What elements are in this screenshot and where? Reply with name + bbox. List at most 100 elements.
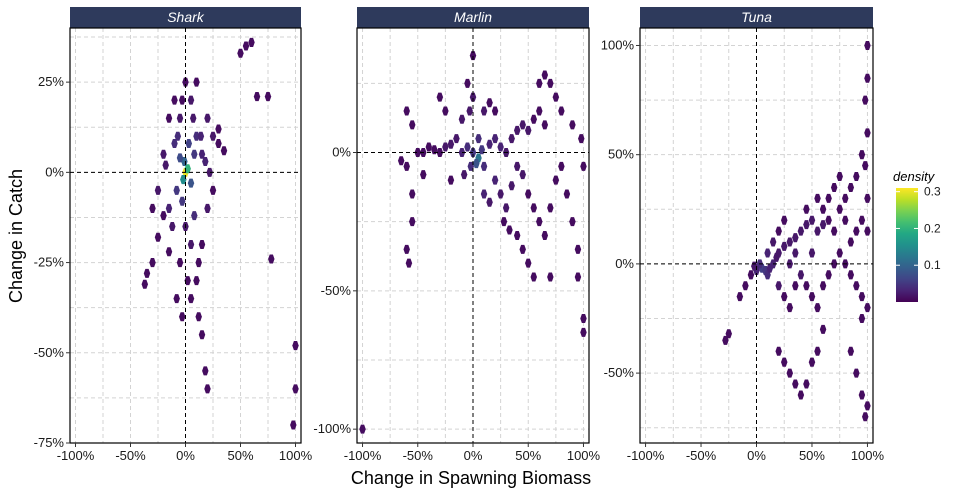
y-tick-label: 50% xyxy=(608,147,634,162)
legend-tick-label: 0.3 xyxy=(924,185,941,199)
hex-bin xyxy=(409,120,416,130)
hex-bin xyxy=(458,114,466,124)
y-tick-label: 100% xyxy=(601,37,635,52)
hex-bin xyxy=(442,142,449,152)
hex-bin xyxy=(420,170,427,180)
hex-bin xyxy=(536,217,543,227)
hex-bin xyxy=(530,272,537,282)
hex-bin xyxy=(268,254,275,264)
hex-bin xyxy=(189,113,197,123)
hex-bin xyxy=(853,368,860,378)
x-tick-label: -100% xyxy=(57,448,95,463)
hex-bin xyxy=(165,203,173,213)
hex-bin xyxy=(467,161,475,171)
hex-bin xyxy=(781,215,788,225)
hex-bin xyxy=(864,303,871,313)
hex-bin xyxy=(836,204,843,214)
hex-bin xyxy=(830,226,838,236)
hex-bin xyxy=(541,120,549,130)
hex-bin xyxy=(502,203,510,213)
hex-bin xyxy=(536,78,543,88)
hex-bin xyxy=(180,175,187,185)
hex-bin xyxy=(764,248,771,258)
hex-bin xyxy=(143,268,151,278)
hex-bins xyxy=(141,37,299,430)
hex-bin xyxy=(154,232,162,242)
hex-bin xyxy=(862,161,869,171)
hex-bin xyxy=(491,134,499,144)
hex-bin xyxy=(769,237,777,247)
hex-bin xyxy=(154,185,162,195)
hex-bin xyxy=(508,181,515,191)
hex-bin xyxy=(513,231,521,240)
x-tick-label: -50% xyxy=(403,448,434,463)
x-tick-label: 50% xyxy=(515,448,541,463)
x-axis-title: Change in Spawning Biomass xyxy=(351,468,591,488)
hex-bin xyxy=(525,258,532,268)
hex-bin xyxy=(204,113,211,123)
y-tick-label: -50% xyxy=(604,365,635,380)
hex-bin xyxy=(792,248,799,258)
panels: Shark -100% -50% 0% 50% 100% -75% -50% -25% 0% 25%… xyxy=(34,7,885,463)
hex-bin xyxy=(497,189,504,199)
hex-bin xyxy=(519,244,526,254)
x-axis: -100% -50% 0% 50% 100% xyxy=(344,443,601,463)
legend-ticks: 0.1 0.2 0.3 xyxy=(896,185,941,272)
x-tick-label: -100% xyxy=(627,448,665,463)
legend-tick-label: 0.2 xyxy=(924,221,941,235)
hex-bin xyxy=(204,384,211,394)
hex-bin xyxy=(169,221,176,231)
y-axis: -50% 0% 50% 100% xyxy=(601,37,640,380)
hex-bin xyxy=(864,128,871,138)
hex-bin xyxy=(458,148,466,157)
y-axis: -100% -50% 0% xyxy=(313,145,357,436)
hex-bin xyxy=(781,241,788,251)
hex-bin xyxy=(808,215,816,225)
facet-label: Marlin xyxy=(454,9,492,25)
y-tick-label: -50% xyxy=(34,345,65,360)
x-tick-label: 100% xyxy=(279,448,313,463)
x-axis: -100% -50% 0% 50% 100% xyxy=(627,443,885,463)
hex-bin xyxy=(165,113,173,123)
hex-bin xyxy=(469,51,477,61)
hex-bin xyxy=(182,77,189,87)
hex-bin xyxy=(202,366,209,376)
hex-bin xyxy=(578,134,585,144)
hex-bin xyxy=(486,139,493,149)
hex-bin xyxy=(819,281,827,291)
y-tick-label: 0% xyxy=(615,256,634,271)
hex-bin xyxy=(184,164,191,174)
hex-bin xyxy=(165,247,173,257)
hex-bin xyxy=(722,335,729,345)
hex-bin xyxy=(797,270,805,280)
hex-bin xyxy=(215,138,222,148)
hex-bin xyxy=(187,294,195,304)
hex-bin xyxy=(409,217,416,227)
hex-bin xyxy=(803,220,810,230)
hex-bin xyxy=(176,113,184,123)
hex-bin xyxy=(149,203,156,213)
hex-bin xyxy=(149,258,156,268)
hex-bin xyxy=(836,248,843,258)
hex-bin xyxy=(786,237,794,247)
hex-bin xyxy=(775,226,782,236)
hex-bin xyxy=(825,270,832,280)
hex-bin xyxy=(204,203,211,213)
hex-bin xyxy=(781,357,788,367)
hex-bin xyxy=(864,193,871,203)
hex-bins xyxy=(359,51,587,434)
hex-bin xyxy=(220,146,228,156)
hex-bin xyxy=(209,131,217,141)
hex-bin xyxy=(209,185,217,195)
hex-bin xyxy=(864,40,871,50)
hex-bin xyxy=(864,401,871,411)
hex-bin xyxy=(178,95,186,105)
y-tick-label: -25% xyxy=(34,255,65,270)
y-axis: -75% -50% -25% 0% 25% xyxy=(34,74,70,450)
hex-bin xyxy=(185,138,193,148)
hex-bin xyxy=(847,270,855,280)
hex-bin xyxy=(513,161,521,171)
hex-bin xyxy=(414,148,421,157)
hex-bin xyxy=(547,78,554,88)
hex-bin xyxy=(742,281,749,291)
